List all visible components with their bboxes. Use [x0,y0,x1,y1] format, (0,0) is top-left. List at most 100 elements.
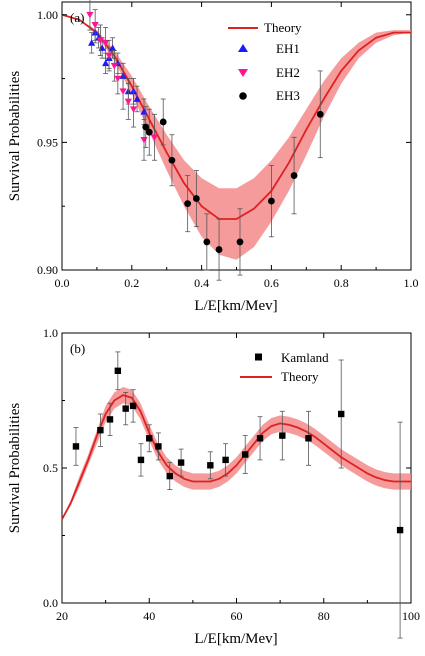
panel-b-kamland-point-6-marker [129,402,137,410]
panel-a-eh2-point-3-marker [96,37,104,44]
panel-b-theory-curve [61,394,411,520]
panel-a-eh2-point-2-marker [91,22,99,29]
panel-b-label: (b) [70,341,85,356]
panel-a-data-points [86,0,324,281]
legend-kamland-marker [255,353,262,361]
panel-a-eh2-point-9 [124,83,132,120]
panel-a-eh3-point-10-marker [268,197,275,205]
panel-b-x-ticks: 20 40 60 80 100 [56,333,420,623]
panel-b-kamland-point-1-marker [72,443,80,450]
panel-b-kamland-point-6 [129,389,137,423]
panel-a-eh3-point-9-marker [236,238,244,246]
panel-b-kamland-point-16-marker [279,432,286,439]
panel-b-x-tick-label-3: 60 [231,609,243,623]
panel-a-eh1-point-1 [88,32,96,54]
panel-b-kamland-point-2 [97,413,104,447]
panel-a-y-tick-label-1: 0.90 [37,263,58,277]
panel-a-eh2-point-12-marker [150,134,159,141]
panel-b-kamland-point-17-marker [305,435,312,442]
panel-a-x-tick-label-1: 0.0 [55,276,70,290]
panel-b-kamland-point-4-marker [114,367,122,374]
panel-a-eh3-point-7-marker [203,238,211,246]
legend-eh2-marker [238,69,248,77]
panel-a-y-tick-label-2: 0.95 [37,135,58,149]
panel-a-eh2-point-3 [96,24,104,56]
panel-a-eh1-point-7 [109,37,117,59]
panel-b-legend: Kamland Theory [240,350,329,384]
panel-b-x-tick-label-2: 40 [143,609,155,623]
panel-a-legend: Theory EH1 EH2 EH3 [228,20,302,103]
panel-b-kamland-point-18-marker [338,410,345,418]
panel-a-y-axis-label: Survival Probabilities [7,71,23,202]
panel-b-theory-line [61,394,411,520]
panel-b-kamland-point-14-marker [242,451,249,458]
panel-b-kamland-point-3 [106,402,114,437]
panel-a-eh3-point-12-marker [316,110,324,118]
panel-a-eh2-point-5-marker [105,52,113,60]
legend-theory-b-label: Theory [281,369,319,384]
panel-b-kamland-point-15-marker [256,435,264,442]
panel-b-kamland-point-13 [222,443,229,477]
panel-b-kamland-point-1 [72,427,80,466]
panel-b-y-ticks: 0.0 0.5 1.0 [43,326,411,610]
panel-a-eh3-point-5-marker [184,200,192,208]
panel-b-kamland-point-7-marker [137,456,145,464]
panel-a-eh2-point-12 [150,113,159,161]
panel-a-x-tick-label-3: 0.4 [194,276,209,290]
panel-a-eh1-point-12 [133,85,141,113]
panel-b-kamland-point-8 [146,424,153,453]
panel-a-x-tick-label-6: 1.0 [404,276,419,290]
panel-a-eh1-point-1-marker [88,39,96,46]
panel-b-kamland-point-5 [122,391,129,426]
panel-b-x-tick-label-5: 100 [402,609,420,623]
panel-a-eh2-point-7-marker [114,75,122,83]
panel-a-eh2-point-1-marker [86,11,94,19]
panel-b-y-tick-label-1: 0.0 [43,596,58,610]
panel-b-kamland-point-13-marker [222,456,229,464]
panel-a-x-ticks: 0.0 0.2 0.4 0.6 0.8 1.0 [55,2,419,290]
panel-a-eh3-point-2 [145,108,153,156]
panel-a-eh2-point-5 [105,39,113,72]
panel-a-y-tick-label-3: 1.00 [37,8,58,22]
panel-a-eh2-point-4 [102,27,110,59]
panel-a-eh3-point-4-marker [168,156,176,164]
panel-a-eh3-point-8-marker [215,246,223,253]
legend-eh3-marker [239,92,247,100]
panel-a-x-tick-label-2: 0.2 [124,276,139,290]
panel-a-eh2-point-2 [91,9,99,41]
panel-a-y-ticks: 0.90 0.95 1.00 [37,8,411,277]
panel-b-data-points [72,351,404,639]
panel-b-kamland-point-2-marker [97,427,104,434]
panel-a-eh2-point-7 [114,62,122,95]
panel-a-eh2-point-8 [119,73,127,110]
panel-b-kamland-point-8-marker [146,435,153,442]
panel-a-eh3-point-8 [215,218,223,281]
legend-kamland-label: Kamland [281,350,329,365]
panel-b-kamland-point-4 [114,351,122,391]
panel-a-eh1-point-7-marker [109,44,117,51]
panel-b-kamland-point-3-marker [106,416,114,423]
panel-b-kamland-point-15 [256,416,264,461]
panel-a-eh3-point-4 [168,134,176,187]
panel-b-kamland-point-17 [305,410,312,466]
panel-b-kamland-point-9-marker [155,443,162,450]
panel-a-eh2-point-6-marker [110,62,118,70]
panel-a-eh1-point-5-marker [102,59,110,67]
panel-b-kamland-point-10 [166,462,173,491]
panel-b-kamland-point-14 [242,435,249,474]
panel-a-eh3-point-9 [236,208,244,276]
panel-b-x-tick-label-4: 80 [318,609,330,623]
panel-b-kamland-point-12 [207,451,214,480]
legend-eh1-marker [238,44,248,52]
panel-b-x-tick-label-1: 20 [56,609,68,623]
panel-a-eh3-point-3-marker [159,118,167,126]
panel-a-uncertainty-band [62,14,411,260]
panel-b-kamland-point-11-marker [177,459,185,466]
panel-b-kamland-point-18 [338,359,345,469]
panel-b-kamland-point-19-marker [396,526,404,534]
panel-b-kamland-point-19 [396,421,404,639]
panel-a-eh3-point-12 [316,70,324,159]
panel-b-kamland-point-9 [155,432,162,461]
panel-a-eh1-point-12-marker [133,95,141,102]
